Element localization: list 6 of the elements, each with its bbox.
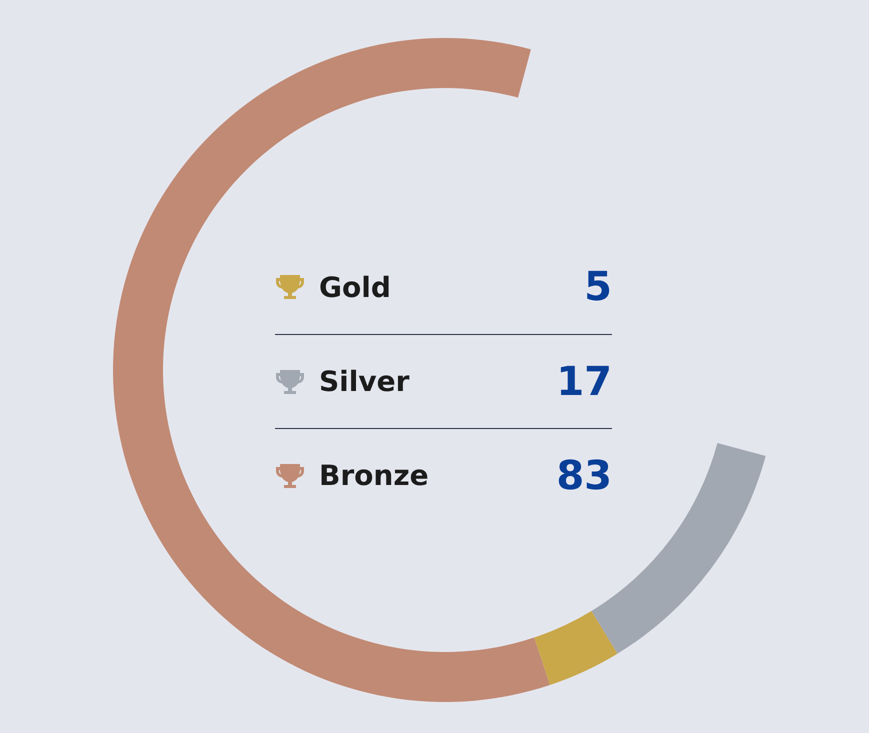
- legend-label: Bronze: [319, 459, 430, 492]
- data-label: 83: [556, 452, 612, 498]
- data-label: 17: [556, 358, 612, 404]
- legend-label: Gold: [319, 270, 392, 304]
- data-label: 5: [584, 264, 612, 310]
- legend-label: Silver: [319, 365, 410, 398]
